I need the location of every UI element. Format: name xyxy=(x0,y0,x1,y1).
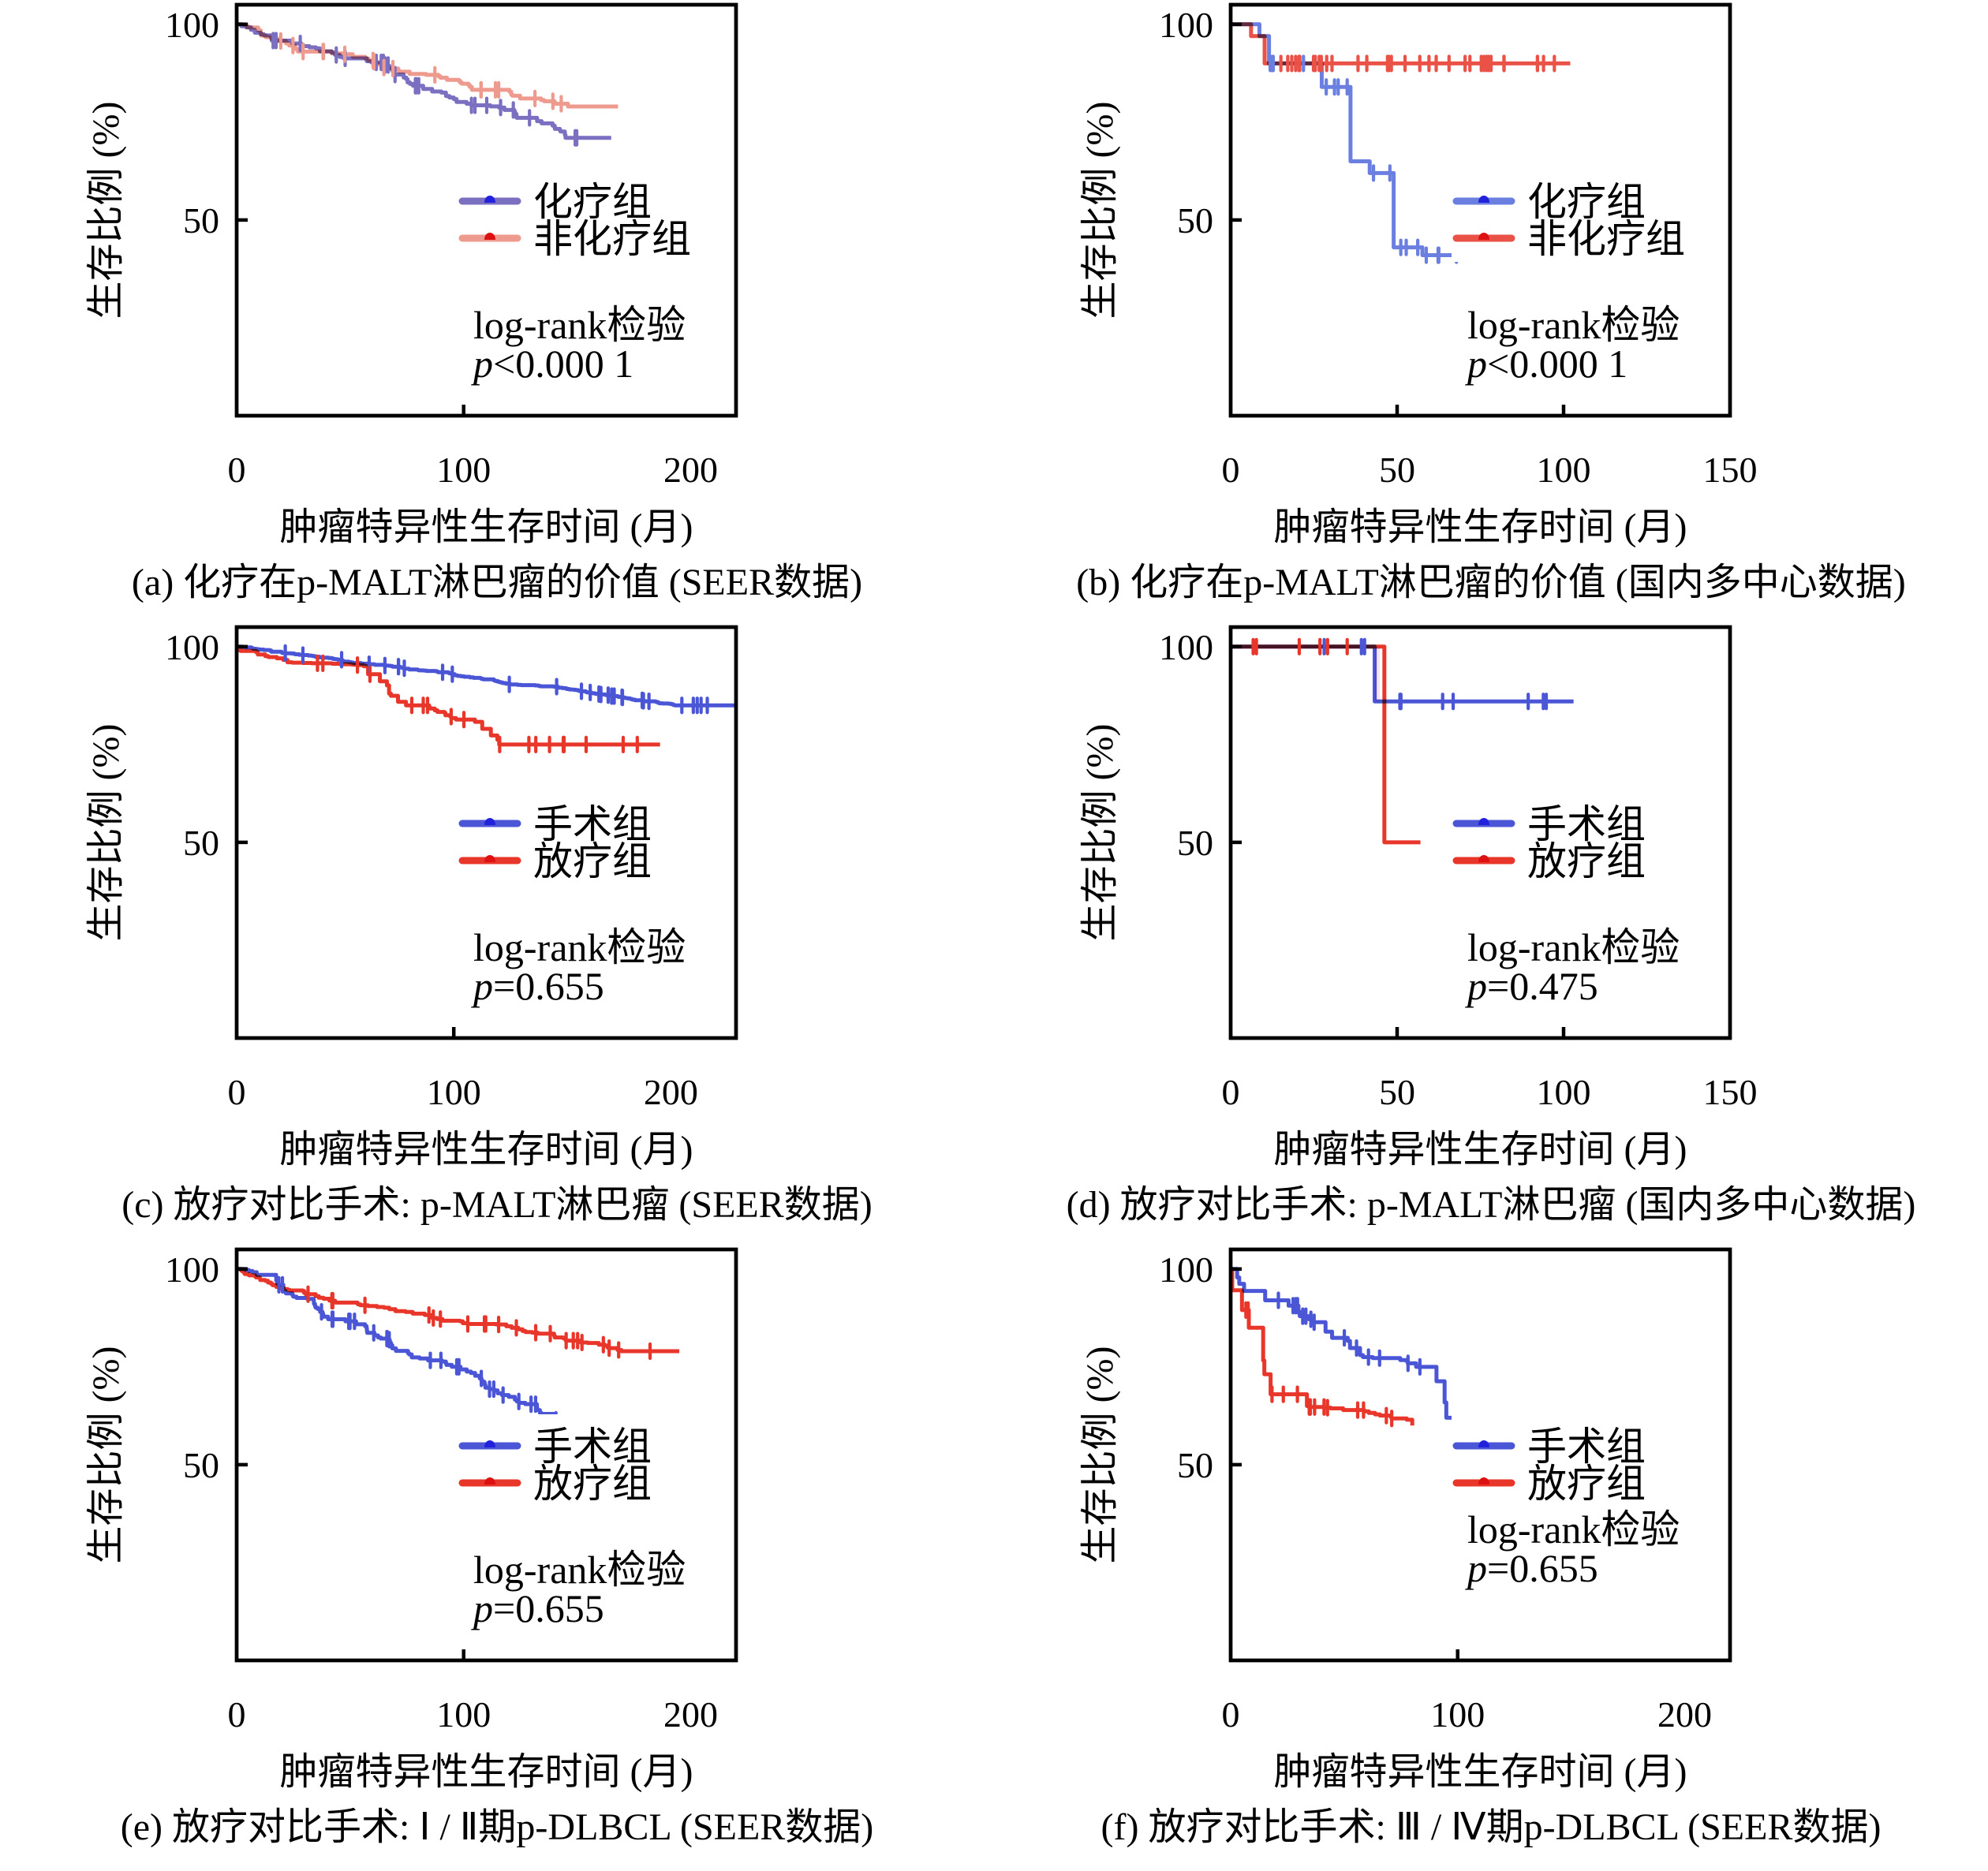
svg-text:50: 50 xyxy=(1379,1072,1415,1112)
svg-text:p=0.655: p=0.655 xyxy=(1465,1546,1598,1590)
svg-text:(f) 放疗对比手术: Ⅲ / Ⅳ期p-DLBCL (SEE: (f) 放疗对比手术: Ⅲ / Ⅳ期p-DLBCL (SEER数据) xyxy=(1101,1806,1882,1848)
svg-text:0: 0 xyxy=(1222,1072,1240,1112)
svg-text:50: 50 xyxy=(1379,450,1415,490)
svg-text:非化疗组: 非化疗组 xyxy=(1527,217,1685,261)
svg-text:0: 0 xyxy=(228,450,246,490)
svg-text:50: 50 xyxy=(1177,200,1213,241)
svg-text:肿瘤特异性生存时间 (月): 肿瘤特异性生存时间 (月) xyxy=(280,506,693,548)
svg-text:肿瘤特异性生存时间 (月): 肿瘤特异性生存时间 (月) xyxy=(280,1751,693,1793)
svg-text:log-rank检验: log-rank检验 xyxy=(473,1548,686,1592)
svg-text:200: 200 xyxy=(663,1694,718,1735)
svg-text:(c) 放疗对比手术: p-MALT淋巴瘤 (SEER数据): (c) 放疗对比手术: p-MALT淋巴瘤 (SEER数据) xyxy=(121,1184,873,1226)
svg-text:p<0.000 1: p<0.000 1 xyxy=(471,342,633,386)
svg-text:(a) 化疗在p-MALT淋巴瘤的价值 (SEER数据): (a) 化疗在p-MALT淋巴瘤的价值 (SEER数据) xyxy=(132,562,862,603)
svg-text:(d) 放疗对比手术: p-MALT淋巴瘤 (国内多中心数据: (d) 放疗对比手术: p-MALT淋巴瘤 (国内多中心数据) xyxy=(1067,1184,1916,1226)
svg-text:(b) 化疗在p-MALT淋巴瘤的价值 (国内多中心数据): (b) 化疗在p-MALT淋巴瘤的价值 (国内多中心数据) xyxy=(1076,562,1906,603)
svg-text:50: 50 xyxy=(183,1445,219,1485)
svg-text:肿瘤特异性生存时间 (月): 肿瘤特异性生存时间 (月) xyxy=(1274,1751,1687,1793)
svg-text:100: 100 xyxy=(1159,5,1213,45)
svg-text:50: 50 xyxy=(1177,823,1213,863)
svg-text:150: 150 xyxy=(1703,450,1758,490)
svg-text:生存比例 (%): 生存比例 (%) xyxy=(85,102,127,319)
svg-text:50: 50 xyxy=(183,823,219,863)
svg-text:50: 50 xyxy=(1177,1445,1213,1485)
svg-text:p=0.475: p=0.475 xyxy=(1465,964,1598,1008)
svg-text:100: 100 xyxy=(165,1249,219,1290)
svg-text:生存比例 (%): 生存比例 (%) xyxy=(85,1346,127,1564)
svg-text:log-rank检验: log-rank检验 xyxy=(1467,1507,1680,1552)
svg-text:放疗组: 放疗组 xyxy=(1527,1462,1646,1506)
svg-text:100: 100 xyxy=(1537,1072,1591,1112)
svg-text:肿瘤特异性生存时间 (月): 肿瘤特异性生存时间 (月) xyxy=(1274,1129,1687,1171)
svg-text:生存比例 (%): 生存比例 (%) xyxy=(85,724,127,942)
svg-text:200: 200 xyxy=(1657,1694,1712,1735)
svg-text:200: 200 xyxy=(663,450,718,490)
svg-text:0: 0 xyxy=(1222,450,1240,490)
svg-text:p=0.655: p=0.655 xyxy=(471,1586,604,1630)
svg-text:放疗组: 放疗组 xyxy=(1527,839,1646,883)
svg-text:200: 200 xyxy=(644,1072,698,1112)
svg-text:100: 100 xyxy=(165,627,219,667)
svg-text:0: 0 xyxy=(228,1072,246,1112)
svg-text:放疗组: 放疗组 xyxy=(533,839,652,883)
svg-text:p=0.655: p=0.655 xyxy=(471,964,604,1008)
svg-text:100: 100 xyxy=(1537,450,1591,490)
svg-text:生存比例 (%): 生存比例 (%) xyxy=(1079,1346,1121,1564)
svg-text:log-rank检验: log-rank检验 xyxy=(473,925,686,969)
svg-text:100: 100 xyxy=(427,1072,481,1112)
svg-text:100: 100 xyxy=(165,5,219,45)
svg-text:0: 0 xyxy=(1222,1694,1240,1735)
svg-text:100: 100 xyxy=(1159,627,1213,667)
svg-text:非化疗组: 非化疗组 xyxy=(533,217,691,261)
svg-text:p<0.000 1: p<0.000 1 xyxy=(1465,342,1627,386)
svg-text:100: 100 xyxy=(436,450,491,490)
svg-text:100: 100 xyxy=(436,1694,491,1735)
svg-text:100: 100 xyxy=(1430,1694,1485,1735)
svg-text:放疗组: 放疗组 xyxy=(533,1462,652,1506)
svg-text:0: 0 xyxy=(228,1694,246,1735)
svg-text:肿瘤特异性生存时间 (月): 肿瘤特异性生存时间 (月) xyxy=(1274,506,1687,548)
svg-text:生存比例 (%): 生存比例 (%) xyxy=(1079,724,1121,942)
svg-text:log-rank检验: log-rank检验 xyxy=(473,303,686,347)
svg-text:肿瘤特异性生存时间 (月): 肿瘤特异性生存时间 (月) xyxy=(280,1129,693,1171)
svg-text:50: 50 xyxy=(183,200,219,241)
svg-text:log-rank检验: log-rank检验 xyxy=(1467,303,1680,347)
svg-text:150: 150 xyxy=(1703,1072,1758,1112)
svg-text:100: 100 xyxy=(1159,1249,1213,1290)
svg-text:log-rank检验: log-rank检验 xyxy=(1467,925,1680,969)
svg-text:生存比例 (%): 生存比例 (%) xyxy=(1079,102,1121,319)
svg-text:(e) 放疗对比手术: Ⅰ / Ⅱ期p-DLBCL (SEE: (e) 放疗对比手术: Ⅰ / Ⅱ期p-DLBCL (SEER数据) xyxy=(121,1806,874,1848)
